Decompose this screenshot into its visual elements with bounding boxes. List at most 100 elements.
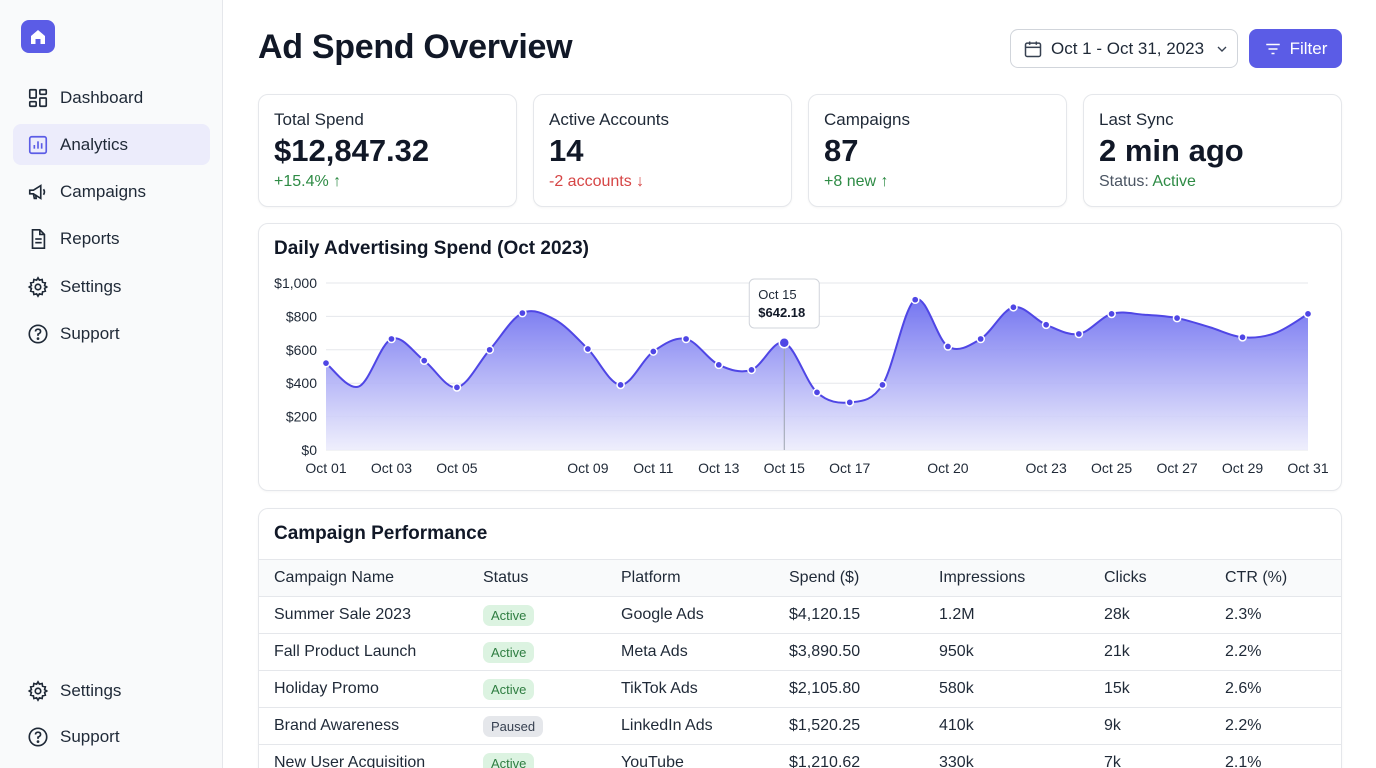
platform-cell: Meta Ads: [621, 633, 789, 671]
filter-icon: [1265, 43, 1280, 54]
data-point: [387, 334, 396, 344]
kpi-value: $12,847.32: [274, 133, 430, 168]
x-tick-label: Oct 05: [436, 460, 477, 476]
sidebar-item-campaigns[interactable]: Campaigns: [13, 171, 210, 212]
table-row[interactable]: Summer Sale 2023 Active Google Ads $4,120.1…: [259, 596, 1341, 634]
data-point: [878, 380, 887, 390]
data-point: [1238, 332, 1247, 342]
kpi-status: Status: Active: [1099, 173, 1326, 191]
help-icon: [28, 726, 48, 747]
dashboard-icon: [28, 88, 48, 107]
data-point: [616, 380, 625, 390]
kpi-label: Total Spend: [274, 110, 364, 129]
page-title: Ad Spend Overview: [258, 28, 573, 66]
clicks-cell: 15k: [1104, 670, 1225, 708]
data-point: [812, 388, 822, 397]
kpi-value: 14: [549, 133, 584, 168]
filter-button[interactable]: Filter: [1249, 29, 1342, 68]
x-tick-label: Oct 20: [927, 460, 968, 476]
data-point: [845, 398, 855, 407]
column-header[interactable]: Platform: [621, 559, 789, 597]
sidebar-item-label: Settings: [60, 276, 122, 296]
kpi-value: 2 min ago: [1099, 133, 1244, 168]
sidebar-item-support[interactable]: Support: [13, 313, 210, 354]
daily-spend-chart: $1,000 $800 $600 $400 $200 $0 Oct 01 Oct 03 Oct …: [274, 275, 1329, 476]
platform-cell: TikTok Ads: [621, 670, 789, 708]
column-header[interactable]: Status: [483, 559, 621, 597]
column-header[interactable]: Clicks: [1104, 559, 1225, 597]
campaign-name-cell: Fall Product Launch: [259, 633, 483, 671]
megaphone-icon: [28, 183, 46, 200]
sidebar: Dashboard Analytics Campaigns Reports Se…: [0, 0, 223, 768]
campaign-performance-panel: Campaign Performance Campaign Name Statu…: [258, 508, 1342, 768]
platform-cell: Google Ads: [621, 596, 789, 634]
chart-title: Daily Advertising Spend (Oct 2023): [274, 238, 589, 259]
status-prefix: Status:: [1099, 173, 1153, 190]
y-tick-label: $600: [286, 342, 317, 358]
platform-cell: LinkedIn Ads: [621, 707, 789, 745]
sidebar-bottom-support[interactable]: Support: [13, 716, 210, 757]
impressions-cell: 330k: [939, 744, 1104, 768]
status-cell: Active: [483, 596, 621, 634]
kpi-value: 87: [824, 133, 859, 168]
tooltip-value: $642.18: [758, 305, 805, 320]
data-point: [518, 308, 527, 318]
data-point: [1107, 309, 1116, 319]
table-header-row: Campaign Name Status Platform Spend ($) …: [259, 559, 1341, 597]
spend-cell: $2,105.80: [789, 670, 939, 708]
impressions-cell: 950k: [939, 633, 1104, 671]
sidebar-bottom-settings[interactable]: Settings: [13, 670, 210, 711]
home-logo-icon[interactable]: [21, 20, 55, 53]
kpi-change: +8 new ↑: [824, 173, 889, 190]
daily-spend-chart-panel: $1,000 $800 $600 $400 $200 $0 Oct 01 Oct 03 Oct …: [258, 223, 1342, 491]
sidebar-item-analytics[interactable]: Analytics: [13, 124, 210, 165]
y-tick-label: $1,000: [274, 275, 317, 291]
status-badge: Active: [483, 752, 535, 768]
ctr-cell: 2.1%: [1225, 744, 1341, 768]
clicks-cell: 7k: [1104, 744, 1225, 768]
x-tick-label: Oct 11: [633, 460, 673, 476]
y-tick-label: $0: [301, 442, 317, 458]
x-tick-label: Oct 01: [305, 460, 346, 476]
date-range-label: Oct 1 - Oct 31, 2023: [1051, 38, 1205, 58]
data-point: [321, 358, 331, 368]
table-row[interactable]: New User Acquisition Active YouTube $1,210.…: [259, 744, 1341, 768]
x-tick-label: Oct 17: [829, 460, 870, 476]
table-row[interactable]: Holiday Promo Active TikTok Ads $2,105.80 58…: [259, 670, 1341, 708]
data-point: [1172, 313, 1182, 323]
data-point: [943, 342, 953, 351]
x-tick-label: Oct 15: [764, 460, 805, 476]
sidebar-item-label: Support: [60, 726, 120, 746]
y-tick-label: $200: [286, 409, 317, 425]
x-tick-label: Oct 31: [1287, 460, 1328, 476]
kpi-change: +15.4% ↑: [274, 173, 342, 190]
sidebar-item-dashboard[interactable]: Dashboard: [13, 77, 210, 118]
status-cell: Active: [483, 670, 621, 708]
sidebar-item-label: Support: [60, 323, 120, 343]
x-tick-label: Oct 29: [1222, 460, 1263, 476]
table-row[interactable]: Fall Product Launch Active Meta Ads $3,890.…: [259, 633, 1341, 671]
filter-label: Filter: [1289, 38, 1328, 58]
column-header[interactable]: Campaign Name: [259, 559, 483, 597]
help-icon: [28, 323, 48, 344]
data-point: [1303, 309, 1313, 319]
impressions-cell: 1.2M: [939, 596, 1104, 634]
analytics-icon: [28, 135, 48, 154]
kpi-card-last-sync: Last Sync 2 min ago Status: Active: [1083, 94, 1342, 207]
column-header[interactable]: Impressions: [939, 559, 1104, 597]
y-tick-label: $400: [286, 375, 317, 391]
date-range-picker[interactable]: Oct 1 - Oct 31, 2023: [1010, 29, 1238, 68]
status-cell: Paused: [483, 707, 621, 745]
column-header[interactable]: CTR (%): [1225, 559, 1341, 597]
gear-icon: [27, 275, 49, 298]
data-point: [419, 356, 429, 366]
table-row[interactable]: Brand Awareness Paused LinkedIn Ads $1,520.…: [259, 707, 1341, 745]
kpi-card-total-spend: Total Spend $12,847.32 +15.4% ↑: [258, 94, 517, 207]
chevron-down-icon: [1217, 46, 1227, 52]
campaign-name-cell: Brand Awareness: [259, 707, 483, 745]
status-badge: Paused: [483, 715, 544, 737]
column-header[interactable]: Spend ($): [789, 559, 939, 597]
sidebar-item-settings[interactable]: Settings: [13, 266, 210, 307]
sidebar-item-reports[interactable]: Reports: [13, 218, 210, 259]
gear-icon: [27, 679, 49, 702]
